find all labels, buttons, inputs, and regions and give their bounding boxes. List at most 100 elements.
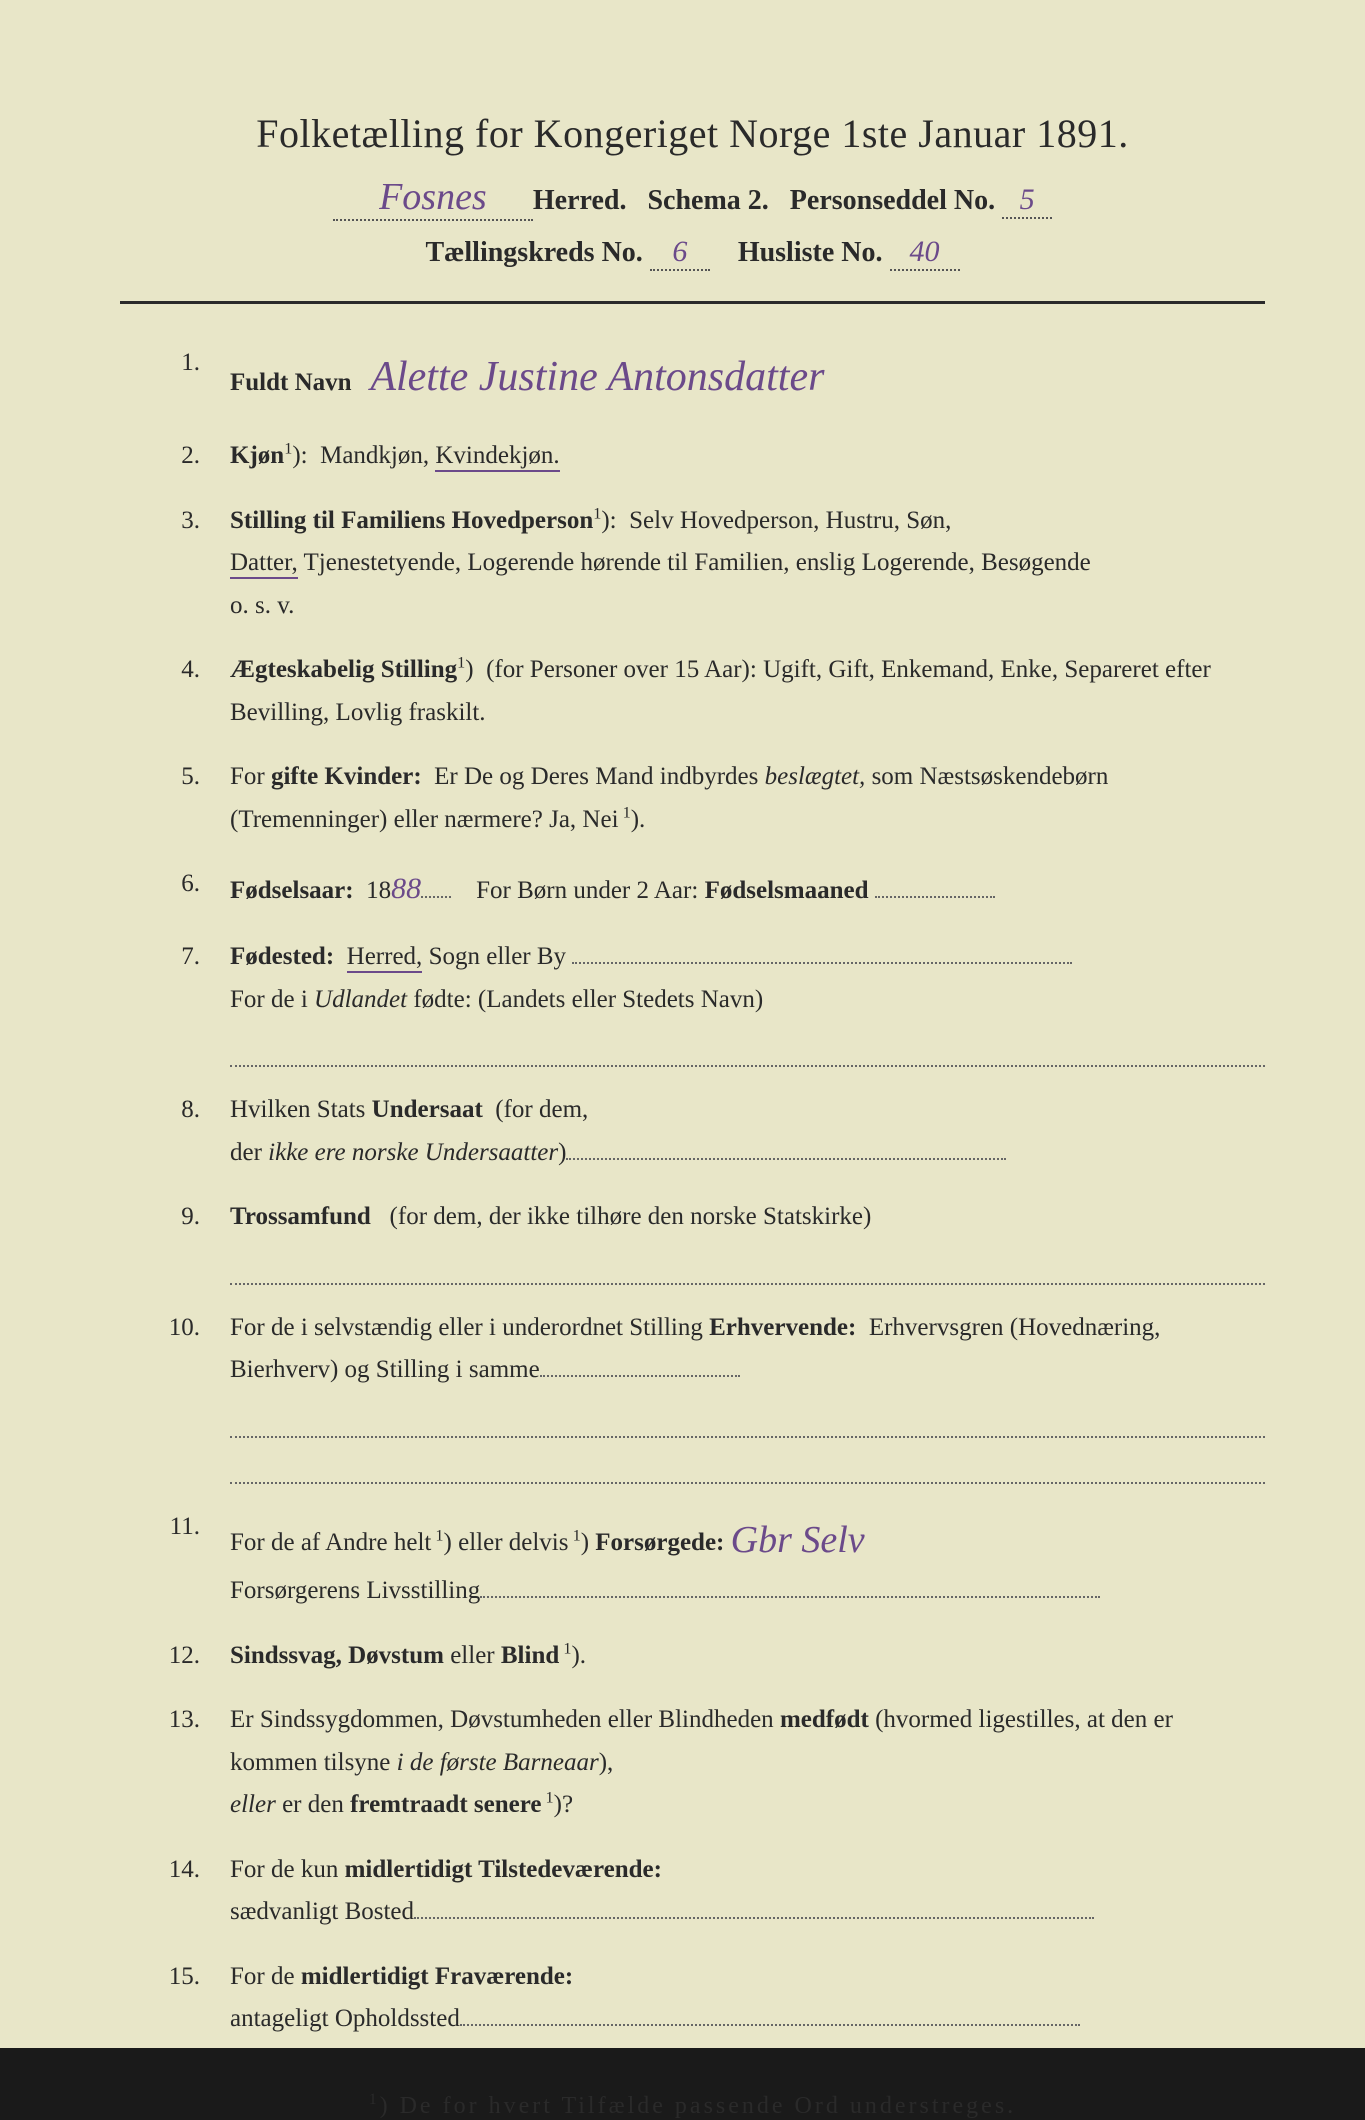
text-11b: eller delvis <box>458 1529 568 1556</box>
item-11: 11. For de af Andre helt 1) eller delvis… <box>130 1506 1265 1613</box>
item-num: 1. <box>130 342 230 413</box>
item-num: 13. <box>130 1699 230 1827</box>
label-navn: Fuldt Navn <box>230 369 352 396</box>
underlined-kvindekjon: Kvindekjøn. <box>435 442 559 472</box>
label-herred: Herred. <box>533 185 627 216</box>
item-num: 7. <box>130 936 230 1067</box>
italic-udlandet: Udlandet <box>314 986 407 1013</box>
bosted-dots <box>414 1917 1094 1919</box>
sup-1: 1 <box>619 804 631 822</box>
item-num: 12. <box>130 1635 230 1678</box>
erh-dots-1 <box>540 1375 740 1377</box>
item-1: 1. Fuldt Navn Alette Justine Antonsdatte… <box>130 342 1265 413</box>
item-7: 7. Fødested: Herred, Sogn eller By For d… <box>130 936 1265 1067</box>
label-schema: Schema 2. <box>647 185 768 216</box>
text-9: (for dem, der ikke tilhøre den norske St… <box>390 1203 872 1230</box>
text-11c: Forsørgerens Livsstilling <box>230 1577 480 1604</box>
text-8c: der <box>230 1139 262 1166</box>
text-mandkjon: Mandkjøn, <box>320 442 429 469</box>
label-husliste: Husliste No. <box>738 237 883 268</box>
item-num: 5. <box>130 756 230 841</box>
page-title: Folketælling for Kongeriget Norge 1ste J… <box>120 110 1265 157</box>
fodested-dots <box>572 962 1072 964</box>
text-10a: For de i selvstændig eller i underordnet… <box>230 1314 703 1341</box>
italic-13b: eller <box>230 1791 276 1818</box>
text-3c: o. s. v. <box>230 592 294 619</box>
sup-1: 1 <box>541 1789 553 1807</box>
underlined-herred: Herred, <box>347 943 423 973</box>
label-fodselsaar: Fødselsaar: <box>230 877 354 904</box>
label-fodselsmaaned: Fødselsmaaned <box>705 877 869 904</box>
item-10: 10. For de i selvstændig eller i underor… <box>130 1307 1265 1484</box>
personseddel-field: 5 <box>1002 183 1052 219</box>
text-13a: Er Sindssygdommen, Døvstumheden eller Bl… <box>230 1706 774 1733</box>
item-num: 15. <box>130 1956 230 2041</box>
text-11a: For de af Andre helt <box>230 1529 431 1556</box>
kreds-field: 6 <box>650 235 710 271</box>
footnote-text: ) De for hvert Tilfælde passende Ord und… <box>380 2093 1017 2119</box>
header-line-2: Fosnes Herred. Schema 2. Personseddel No… <box>120 175 1265 221</box>
label-erhvervende: Erhvervende: <box>709 1314 856 1341</box>
forsorg-hw: Gbr Selv <box>731 1519 865 1561</box>
item-num: 8. <box>130 1089 230 1174</box>
erh-dots-3 <box>230 1442 1265 1484</box>
header-line-3: Tællingskreds No. 6 Husliste No. 40 <box>120 235 1265 271</box>
undersaat-dots <box>566 1158 1006 1160</box>
item-num: 10. <box>130 1307 230 1484</box>
label-fodested: Fødested: <box>230 943 334 970</box>
item-8: 8. Hvilken Stats Undersaat (for dem, der… <box>130 1089 1265 1174</box>
item-num: 3. <box>130 500 230 628</box>
item-num: 6. <box>130 863 230 914</box>
form-items: 1. Fuldt Navn Alette Justine Antonsdatte… <box>120 342 1265 2041</box>
text-5a: Er De og Deres Mand indbyrdes <box>434 763 758 790</box>
text-13d: er den <box>282 1791 344 1818</box>
text-14b: sædvanligt Bosted <box>230 1898 414 1925</box>
label-medfodt: medfødt <box>780 1706 869 1733</box>
label-gifte: gifte Kvinder: <box>271 763 422 790</box>
ophold-dots <box>460 2024 1080 2026</box>
sup-1: 1 <box>569 1527 581 1545</box>
husliste-no: 40 <box>910 235 940 268</box>
text-15a: For de <box>230 1963 295 1990</box>
label-tilstede: midlertidigt Tilstedeværende: <box>345 1856 662 1883</box>
label-fravaerende: midlertidigt Fraværende: <box>301 1963 573 1990</box>
text-8b: (for dem, <box>495 1096 588 1123</box>
text-6b: For Børn under 2 Aar: <box>476 877 698 904</box>
item-2: 2. Kjøn1): Mandkjøn, Kvindekjøn. <box>130 435 1265 478</box>
footnote: 1) De for hvert Tilfælde passende Ord un… <box>120 2091 1265 2120</box>
sup-1: 1 <box>431 1527 443 1545</box>
year-prefix: 18 <box>366 877 391 904</box>
sup-1: 1 <box>559 1640 571 1658</box>
item-14: 14. For de kun midlertidigt Tilstedevære… <box>130 1849 1265 1934</box>
document-page: Folketælling for Kongeriget Norge 1ste J… <box>0 0 1365 2048</box>
text-8a: Hvilken Stats <box>230 1096 365 1123</box>
item-15: 15. For de midlertidigt Fraværende: anta… <box>130 1956 1265 2041</box>
italic-8: ikke ere norske Undersaatter <box>268 1139 558 1166</box>
label-aegte: Ægteskabelig Stilling <box>230 656 457 683</box>
label-stilling: Stilling til Familiens Hovedperson <box>230 507 593 534</box>
label-kjon: Kjøn <box>230 442 284 469</box>
text-7c: fødte: (Landets eller Stedets Navn) <box>413 986 763 1013</box>
label-forsorgede: Forsørgede: <box>595 1529 724 1556</box>
text-12a: eller <box>450 1642 494 1669</box>
text-14a: For de kun <box>230 1856 338 1883</box>
label-sindssvag: Sindssvag, Døvstum <box>230 1642 444 1669</box>
footnote-sup: 1 <box>369 2091 380 2108</box>
sup-1: 1 <box>284 440 292 458</box>
text-15b: antageligt Opholdssted <box>230 2005 460 2032</box>
text-3a: Selv Hovedperson, Hustru, Søn, <box>629 507 951 534</box>
erh-dots-2 <box>230 1396 1265 1438</box>
italic-beslaegtet: beslægtet, <box>765 763 866 790</box>
husliste-field: 40 <box>890 235 960 271</box>
herred-handwritten: Fosnes <box>379 176 487 218</box>
label-fremtraadt: fremtraadt senere <box>350 1791 541 1818</box>
navn-handwritten: Alette Justine Antonsdatter <box>370 354 824 400</box>
forsorg-dots <box>480 1596 1100 1598</box>
divider-line <box>120 301 1265 304</box>
year-hw: 88 <box>391 872 421 905</box>
item-num: 11. <box>130 1506 230 1613</box>
label-kreds: Tællingskreds No. <box>425 237 642 268</box>
sup-1: 1 <box>593 505 601 523</box>
maaned-dots <box>875 896 995 898</box>
item-9: 9. Trossamfund (for dem, der ikke tilhør… <box>130 1196 1265 1285</box>
